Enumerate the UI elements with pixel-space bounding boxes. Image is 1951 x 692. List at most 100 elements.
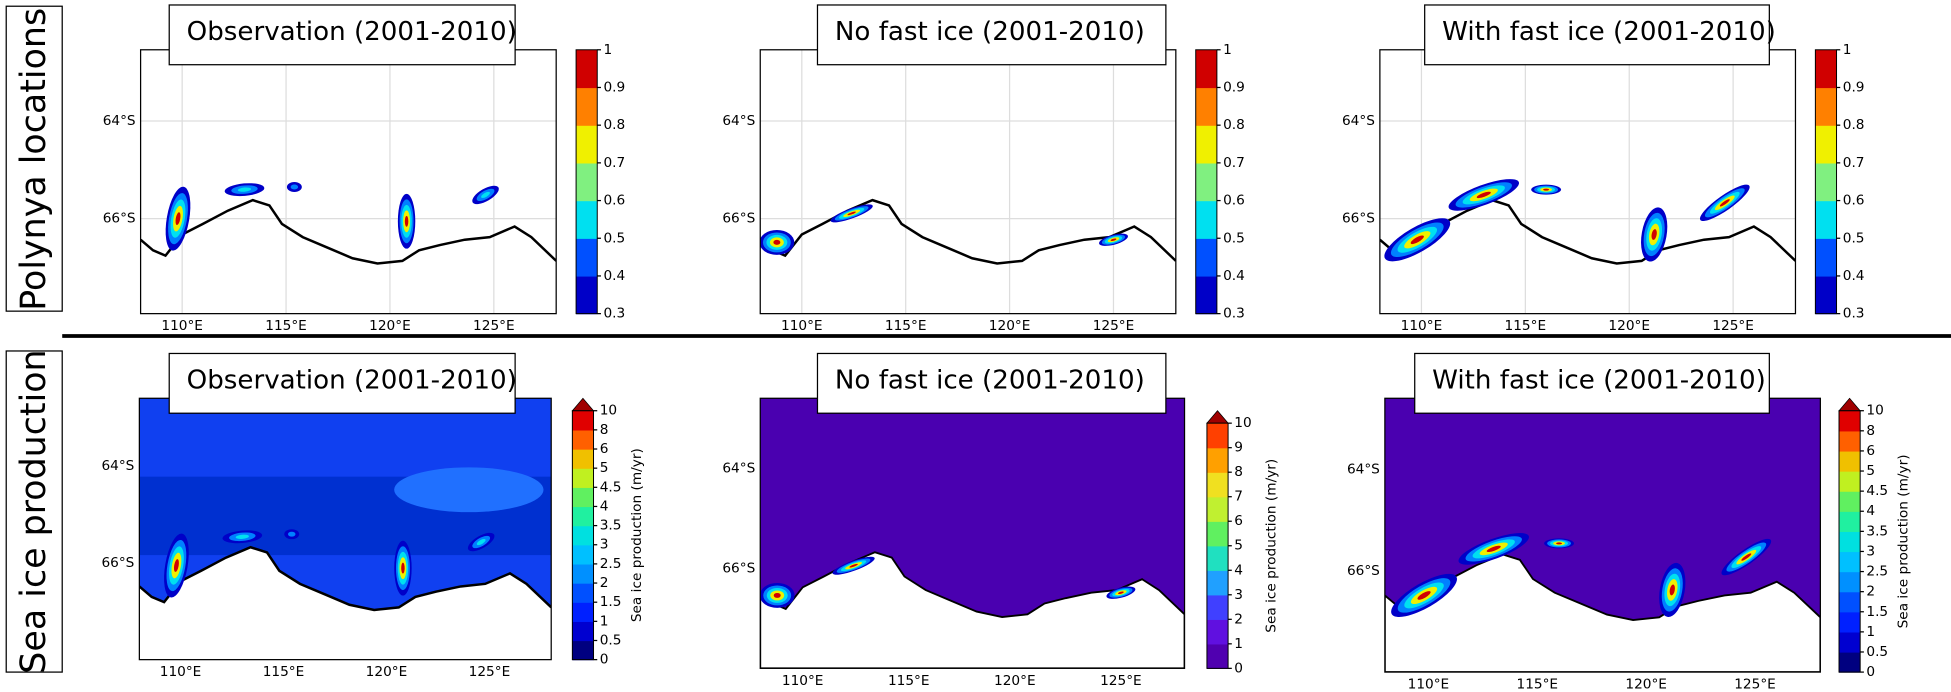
colorbar-frame [1814,49,1838,315]
x-tick-label: 125°E [469,664,511,680]
colorbar-tick-label: 2 [600,575,609,591]
colorbar-segment [572,563,594,584]
colorbar-tick-label: 0.9 [603,79,625,95]
colorbar-segment [1815,125,1837,164]
colorbar-tick-label: 0.3 [603,306,625,322]
colorbar-tick-label: 8 [1234,464,1243,480]
colorbar-segment [1206,521,1229,547]
colorbar-tick-label: 0.9 [1223,79,1245,95]
panel-title: With fast ice (2001-2010) [1432,365,1766,395]
map [1379,49,1796,314]
map-blob [481,191,490,198]
map-blob [290,184,299,190]
colorbar-segment [1839,511,1861,532]
colorbar-tick-label: 0.5 [603,230,625,246]
colorbar-segment [1206,545,1229,571]
colorbar-tick-label: 8 [1866,423,1875,439]
colorbar-tick-label: 0.4 [1223,268,1245,284]
colorbar-segment [1195,125,1217,164]
map-blob [1417,591,1431,600]
panel-title: No fast ice (2001-2010) [835,17,1145,47]
colorbar-tick-label: 0 [1234,660,1243,676]
x-tick-label: 120°E [366,664,408,680]
coastline [140,198,557,265]
map-blob [1543,188,1550,191]
panel-title: Observation (2001-2010) [187,17,517,47]
colorbar-segment [1206,570,1229,596]
map-blob [773,592,781,598]
colorbar-extend [571,397,595,412]
y-tick-label: 66°S [722,560,755,576]
map-blob [404,215,409,227]
colorbar-segment [1839,491,1861,512]
colorbar-segment [1839,551,1861,573]
colorbar-segment [1195,87,1217,126]
colorbar-segment [1815,200,1837,239]
x-tick-label: 120°E [1608,318,1650,334]
colorbar-tick-label: 0.3 [1223,306,1245,322]
panel-title: No fast ice (2001-2010) [835,365,1145,395]
colorbar-tick-label: 0.7 [1843,155,1865,171]
colorbar-tick-label: 0.7 [1223,155,1245,171]
colorbar-tick-label: 0.7 [603,155,625,171]
map-blob [401,562,405,574]
colorbar-tick-label: 0.5 [1223,230,1245,246]
colorbar-segment [1206,496,1229,522]
x-tick-label: 110°E [160,664,202,680]
colorbar-tick-label: 0.6 [1843,193,1865,209]
colorbar-segment [1206,423,1229,449]
colorbar-segment [572,602,594,622]
colorbar-segment [1206,594,1229,620]
colorbar-tick-label: 5 [1234,538,1243,554]
colorbar-tick-label: 3 [600,537,609,553]
colorbar-tick-label: 0.6 [1223,193,1245,209]
map-blob [476,538,486,546]
colorbar-tick-label: 1 [603,42,612,58]
colorbar-segment [572,487,594,508]
colorbar-segment [1839,571,1861,593]
map-blob [175,212,181,226]
x-tick-label: 120°E [1625,677,1667,692]
colorbar-tick-label: 3 [1234,587,1243,603]
colorbar-tick-label: 0.5 [1843,230,1865,246]
row-label-box [5,5,63,312]
colorbar-tick-label: 6 [1234,513,1243,529]
colorbar-tick-label: 0.4 [1843,268,1865,284]
colorbar-segment [1815,275,1837,315]
map-blob [1556,542,1563,545]
colorbar-segment [572,410,594,431]
coastline [139,545,552,612]
colorbar-segment [572,525,594,546]
panel-title: Observation (2001-2010) [187,365,517,395]
colorbar-segment [576,125,598,164]
colorbar-tick-label: 1 [1223,42,1232,58]
x-tick-label: 120°E [369,318,411,334]
colorbar-segment [576,162,598,202]
y-tick-label: 66°S [103,211,136,227]
colorbar-segment [1839,591,1861,613]
map-blob [173,559,179,572]
colorbar-segment [576,200,598,239]
colorbar-segment [1195,275,1217,315]
colorbar-segment [1815,238,1837,277]
y-tick-label: 64°S [101,458,134,474]
title-box [816,4,1167,66]
y-tick-label: 66°S [722,211,755,227]
colorbar-tick-label: 10 [1866,403,1883,419]
colorbar-label: Sea ice production (m/yr) [1896,454,1912,628]
colorbar-tick-label: 3.5 [1866,523,1888,539]
colorbar-tick-label: 4.5 [600,479,622,495]
colorbar-tick-label: 4 [600,498,609,514]
colorbar-label: Sea ice production (m/yr) [629,448,645,622]
colorbar-segment [1206,619,1229,645]
colorbar-tick-label: 2 [1234,611,1243,627]
colorbar-tick-label: 0 [600,652,609,668]
map-blob [237,187,252,192]
x-tick-label: 125°E [473,318,515,334]
colorbar-tick-label: 10 [600,403,617,419]
map [139,398,552,660]
colorbar-segment [1815,49,1837,89]
colorbar-tick-label: 1.5 [600,594,622,610]
